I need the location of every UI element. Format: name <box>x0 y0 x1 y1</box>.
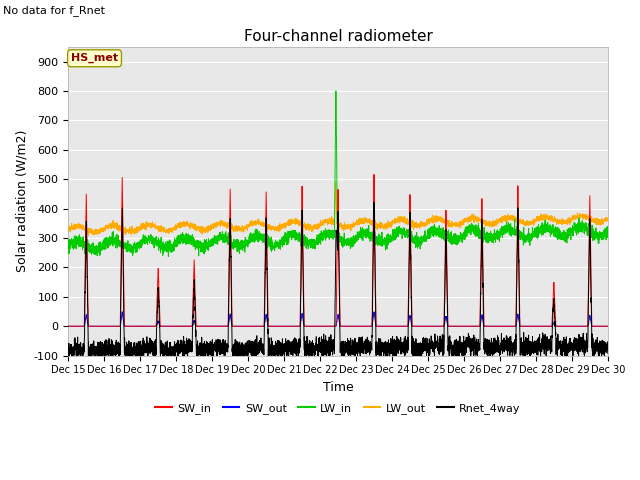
Text: HS_met: HS_met <box>71 53 118 63</box>
X-axis label: Time: Time <box>323 381 353 394</box>
Y-axis label: Solar radiation (W/m2): Solar radiation (W/m2) <box>15 130 28 273</box>
Title: Four-channel radiometer: Four-channel radiometer <box>244 29 433 44</box>
Legend: SW_in, SW_out, LW_in, LW_out, Rnet_4way: SW_in, SW_out, LW_in, LW_out, Rnet_4way <box>151 398 525 418</box>
Text: No data for f_Rnet: No data for f_Rnet <box>3 5 105 16</box>
